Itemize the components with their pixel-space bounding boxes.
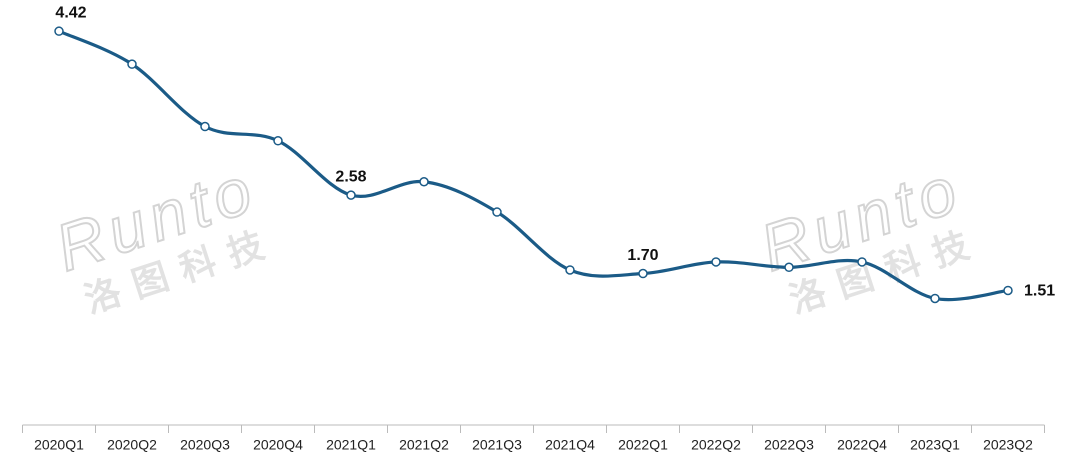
data-point [54, 26, 64, 36]
x-tick-label: 2020Q1 [34, 437, 84, 453]
x-tick-label: 2020Q2 [107, 437, 157, 453]
x-tick-label: 2022Q4 [837, 437, 887, 453]
data-point [346, 190, 356, 200]
data-point [419, 177, 429, 187]
data-point [127, 59, 137, 69]
data-point [857, 257, 867, 267]
x-tick-label: 2021Q4 [545, 437, 595, 453]
data-label: 1.51 [1024, 283, 1055, 300]
x-tick-label: 2020Q4 [253, 437, 303, 453]
watermark-right: Runto 洛图科技 [751, 150, 987, 321]
data-point [930, 293, 940, 304]
line-series [58, 29, 1009, 302]
x-tick-label: 2022Q1 [618, 437, 668, 453]
x-tick-label: 2022Q3 [764, 437, 814, 453]
data-point [638, 268, 648, 279]
data-point [784, 262, 794, 273]
data-point [200, 121, 210, 132]
x-tick-label: 2023Q2 [983, 437, 1033, 453]
data-point [1003, 285, 1013, 296]
data-label: 4.42 [55, 4, 86, 21]
data-point [273, 136, 283, 146]
data-point [565, 265, 575, 275]
x-tick-label: 2021Q1 [326, 437, 376, 453]
data-label: 2.58 [335, 168, 366, 185]
data-point [711, 257, 721, 267]
x-tick-label: 2020Q3 [180, 437, 230, 453]
data-point [492, 207, 502, 217]
x-tick-label: 2022Q2 [691, 437, 741, 453]
x-tick-label: 2023Q1 [910, 437, 960, 453]
data-label: 1.70 [627, 247, 658, 264]
watermark-left: Runto 洛图科技 [46, 150, 282, 321]
x-tick-label: 2021Q2 [399, 437, 449, 453]
x-tick-label: 2021Q3 [472, 437, 522, 453]
